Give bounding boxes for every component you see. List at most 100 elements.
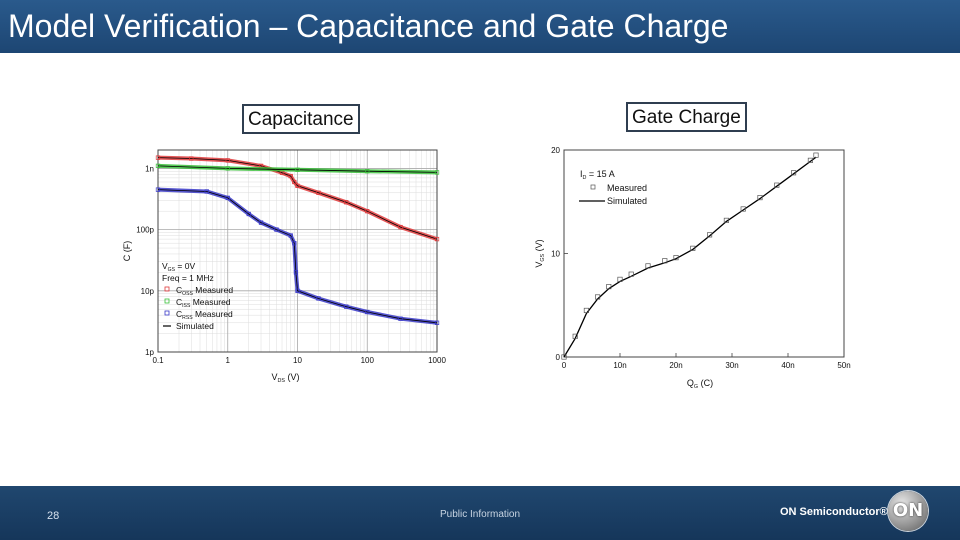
data-point <box>398 316 403 321</box>
chart-annotation: ID = 15 A <box>580 169 615 181</box>
y-axis-title: VGS (V) <box>534 239 546 267</box>
data-point <box>292 241 297 246</box>
y-axis-title: C (F) <box>122 241 132 262</box>
data-point <box>707 232 713 238</box>
data-point <box>606 284 612 290</box>
data-point <box>434 236 440 242</box>
data-point <box>398 224 403 230</box>
x-tick-label: 100 <box>361 356 375 365</box>
data-point <box>293 270 299 275</box>
data-point <box>295 183 300 188</box>
legend-label: Simulated <box>176 321 214 331</box>
chart-annotation: Freq = 1 MHz <box>162 273 214 283</box>
data-point <box>225 195 230 201</box>
data-point <box>316 190 321 195</box>
legend-marker-swatch <box>164 286 170 292</box>
data-point <box>434 170 440 175</box>
y-axis-title-group: VGS (V) <box>534 239 546 267</box>
title-bar: Model Verification – Capacitance and Gat… <box>0 0 960 53</box>
gate-charge-panel-label: Gate Charge <box>626 102 747 132</box>
data-point <box>365 169 370 174</box>
legend-label: Simulated <box>607 196 647 206</box>
x-axis-title: VDS (V) <box>271 372 299 384</box>
x-tick-label: 10 <box>293 356 302 365</box>
data-point <box>617 276 623 282</box>
legend-label: COSS Measured <box>176 285 233 297</box>
page-number: 28 <box>47 510 60 522</box>
data-point <box>316 296 321 301</box>
simulated-series-line <box>157 165 438 173</box>
data-point <box>595 294 601 300</box>
x-tick-label: 1 <box>226 356 231 365</box>
chart-annotation: VGS = 0V <box>162 261 195 273</box>
data-point <box>189 156 194 161</box>
plot-frame <box>157 149 438 353</box>
x-tick-label: 0 <box>562 361 567 370</box>
data-point <box>434 320 440 325</box>
data-point <box>295 288 300 293</box>
y-tick-label: 10 <box>551 250 560 259</box>
data-point <box>365 309 370 315</box>
y-tick-label: 20 <box>551 146 560 155</box>
data-point <box>757 195 763 201</box>
legend-label: CRSS Measured <box>176 309 233 321</box>
data-point <box>225 158 230 163</box>
simulated-series-line <box>157 189 438 324</box>
data-point <box>344 304 349 309</box>
data-point <box>258 220 264 225</box>
legend-label: Measured <box>607 183 647 193</box>
x-tick-label: 30n <box>725 361 738 370</box>
data-point <box>155 187 161 192</box>
data-point <box>246 211 251 217</box>
data-point <box>288 233 293 238</box>
x-axis-title: QG (C) <box>687 378 713 390</box>
data-point <box>774 182 780 188</box>
x-tick-label: 40n <box>781 361 794 370</box>
logo-text: ON <box>892 500 924 521</box>
data-point <box>673 255 679 261</box>
data-point <box>561 354 567 360</box>
x-tick-label: 50n <box>837 361 850 370</box>
legend-marker-swatch <box>164 298 170 304</box>
data-point <box>274 227 279 232</box>
slide-title: Model Verification – Capacitance and Gat… <box>8 8 729 44</box>
simulated-series-line <box>157 157 438 240</box>
capacitance-panel-label: Capacitance <box>242 104 360 134</box>
data-point <box>662 258 668 264</box>
data-point <box>628 271 634 277</box>
data-point <box>645 263 651 269</box>
data-point <box>740 206 746 212</box>
data-point <box>288 173 293 179</box>
data-point <box>572 333 578 339</box>
data-point <box>344 200 349 205</box>
legend-label: CISS Measured <box>176 297 231 309</box>
on-logo-icon: ON <box>888 491 928 531</box>
data-point <box>204 189 209 194</box>
data-point <box>813 152 819 158</box>
data-point <box>155 163 161 169</box>
y-tick-label: 10p <box>141 287 155 296</box>
data-point <box>225 166 230 171</box>
data-point <box>292 179 297 185</box>
legend-marker-swatch <box>590 184 596 190</box>
x-tick-label: 0.1 <box>152 356 164 365</box>
y-tick-label: 100p <box>136 226 154 235</box>
x-tick-label: 20n <box>669 361 682 370</box>
x-tick-label: 1000 <box>428 356 446 365</box>
data-point <box>365 209 370 214</box>
y-tick-label: 0 <box>556 353 561 362</box>
data-point <box>690 245 696 251</box>
data-point <box>807 157 813 163</box>
y-tick-label: 1p <box>145 348 154 357</box>
data-point <box>791 170 797 176</box>
brand-name: ON Semiconductor® <box>780 506 888 518</box>
data-point <box>723 217 729 223</box>
data-point <box>155 155 161 160</box>
x-tick-label: 10n <box>613 361 626 370</box>
plot-frame <box>563 149 845 358</box>
legend-marker-swatch <box>164 310 170 316</box>
data-point <box>295 167 300 172</box>
y-tick-label: 1n <box>145 164 154 173</box>
data-point <box>583 307 589 313</box>
